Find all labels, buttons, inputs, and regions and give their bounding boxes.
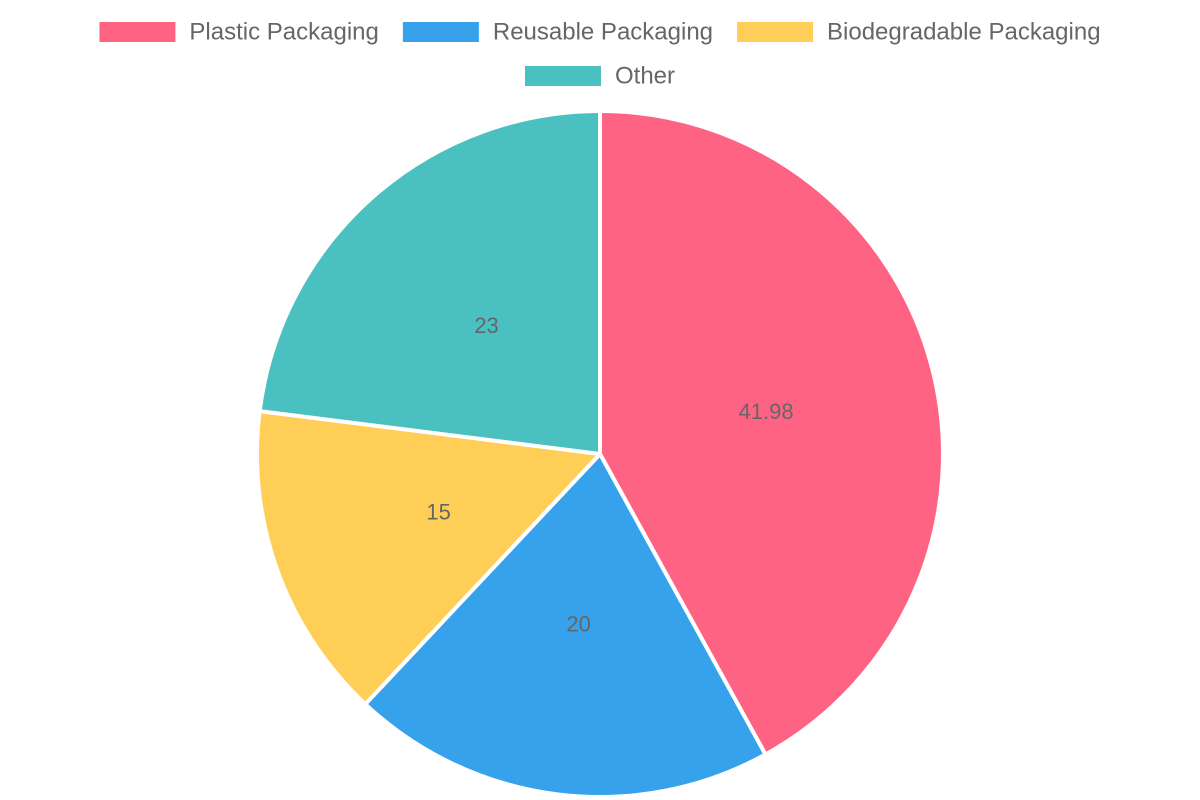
slice-label-plastic-packaging: 41.98 [739, 399, 794, 424]
legend-label-biodegradable-packaging: Biodegradable Packaging [827, 19, 1101, 46]
legend-swatch-plastic-packaging [99, 22, 176, 42]
legend-item-biodegradable-packaging[interactable]: Biodegradable Packaging [737, 19, 1101, 46]
pie-slice-plastic-packaging[interactable] [598, 109, 945, 757]
legend: Plastic Packaging Reusable Packaging Biode… [99, 19, 1101, 90]
legend-item-plastic-packaging[interactable]: Plastic Packaging [99, 19, 379, 46]
legend-item-other[interactable]: Other [524, 63, 675, 90]
legend-label-plastic-packaging: Plastic Packaging [189, 19, 378, 46]
pie-slice-other[interactable] [257, 109, 602, 456]
slice-labels: 41.98 20 15 23 [426, 313, 793, 637]
pie-slice-biodegradable-packaging[interactable] [255, 409, 602, 707]
legend-swatch-other [524, 66, 601, 86]
legend-swatch-biodegradable-packaging [737, 22, 814, 42]
legend-item-reusable-packaging[interactable]: Reusable Packaging [402, 19, 713, 46]
legend-swatch-reusable-packaging [402, 22, 479, 42]
legend-label-reusable-packaging: Reusable Packaging [493, 19, 713, 46]
slice-label-reusable-packaging: 20 [566, 612, 590, 637]
legend-label-other: Other [615, 63, 675, 90]
pie-slice-reusable-packaging[interactable] [363, 452, 768, 799]
pie-slices [255, 109, 945, 799]
slice-label-biodegradable-packaging: 15 [426, 500, 450, 525]
slice-label-other: 23 [474, 313, 498, 338]
